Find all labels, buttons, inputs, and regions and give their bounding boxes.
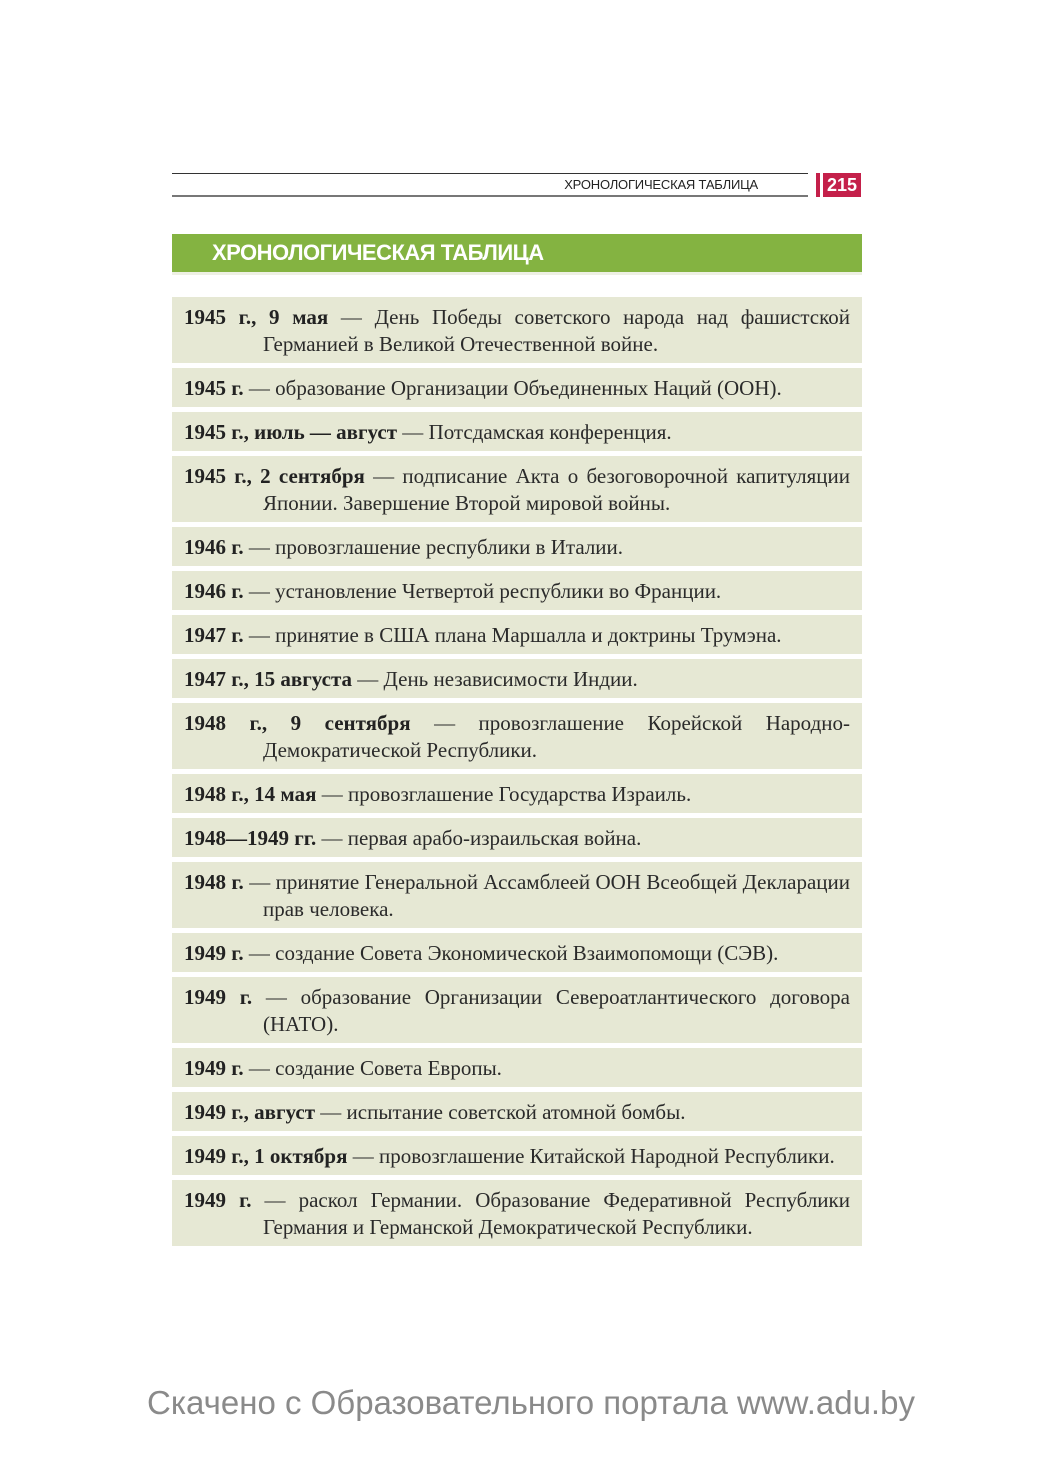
entry-date: 1948 г. bbox=[184, 870, 244, 894]
entry-date: 1946 г. bbox=[184, 535, 244, 559]
page-number: 215 bbox=[823, 173, 862, 197]
entry-date: 1948 г., 14 мая bbox=[184, 782, 317, 806]
entry-paragraph: 1949 г. — создание Совета Экономической … bbox=[184, 940, 850, 967]
chronology-entry: 1949 г. — образование Организации Северо… bbox=[172, 977, 862, 1043]
entry-paragraph: 1949 г. — раскол Германии. Образование Ф… bbox=[184, 1187, 850, 1241]
entry-text: — испытание советской атомной бомбы. bbox=[315, 1100, 686, 1124]
entry-date: 1949 г., август bbox=[184, 1100, 316, 1124]
entry-date: 1949 г. bbox=[184, 985, 253, 1009]
section-title: ХРОНОЛОГИЧЕСКАЯ ТАБЛИЦА bbox=[212, 240, 544, 265]
entry-text: — День независимости Индии. bbox=[352, 667, 638, 691]
entry-text: — принятие в США плана Маршалла и доктри… bbox=[243, 623, 782, 647]
page-number-box: 215 bbox=[816, 173, 862, 197]
page-number-bar bbox=[816, 173, 820, 197]
chronology-entry: 1946 г. — установление Четвертой республ… bbox=[172, 571, 862, 610]
entry-paragraph: 1948 г. — принятие Генеральной Ассамблее… bbox=[184, 869, 850, 923]
entry-text: — принятие Генеральной Ассамблеей ООН Вс… bbox=[243, 870, 851, 921]
entry-paragraph: 1945 г., 2 сентября — подписание Акта о … bbox=[184, 463, 850, 517]
entry-text: — образование Организации Североатлантич… bbox=[252, 985, 850, 1036]
entry-paragraph: 1945 г. — образование Организации Объеди… bbox=[184, 375, 850, 402]
footer-watermark: Скачено с Образовательного портала www.a… bbox=[147, 1384, 915, 1421]
chronology-entry: 1946 г. — провозглашение республики в Ит… bbox=[172, 527, 862, 566]
entry-date: 1948 г., 9 сентября bbox=[184, 711, 411, 735]
entry-paragraph: 1946 г. — установление Четвертой республ… bbox=[184, 578, 850, 605]
entry-text: — провозглашение Китайской Народной Респ… bbox=[347, 1144, 835, 1168]
entry-paragraph: 1945 г., июль — август — Потсдамская кон… bbox=[184, 419, 850, 446]
entry-paragraph: 1948 г., 14 мая — провозглашение Государ… bbox=[184, 781, 850, 808]
header-rule-bottom bbox=[172, 195, 808, 197]
chronology-entry: 1947 г. — принятие в США плана Маршалла … bbox=[172, 615, 862, 654]
entry-text: — установление Четвертой республики во Ф… bbox=[243, 579, 722, 603]
chronology-entry: 1949 г. — создание Совета Экономической … bbox=[172, 933, 862, 972]
entry-date: 1945 г., 2 сентября bbox=[184, 464, 365, 488]
entry-paragraph: 1949 г. — создание Совета Европы. bbox=[184, 1055, 850, 1082]
entry-date: 1947 г. bbox=[184, 623, 244, 647]
entry-date: 1945 г. bbox=[184, 376, 244, 400]
chronology-entry: 1948 г., 14 мая — провозглашение Государ… bbox=[172, 774, 862, 813]
section-banner: ХРОНОЛОГИЧЕСКАЯ ТАБЛИЦА bbox=[172, 234, 862, 275]
chronology-entry: 1949 г. — раскол Германии. Образование Ф… bbox=[172, 1180, 862, 1246]
entry-text: — раскол Германии. Образование Федератив… bbox=[251, 1188, 850, 1239]
entry-text: — Потсдамская конференция. bbox=[397, 420, 672, 444]
entry-date: 1945 г., 9 мая bbox=[184, 305, 329, 329]
chronology-entry: 1948—1949 гг. — первая арабо-израильская… bbox=[172, 818, 862, 857]
entry-date: 1945 г., июль — август bbox=[184, 420, 398, 444]
entry-paragraph: 1945 г., 9 мая — День Победы советского … bbox=[184, 304, 850, 358]
chronology-entry: 1947 г., 15 августа — День независимости… bbox=[172, 659, 862, 698]
chronology-entry: 1948 г. — принятие Генеральной Ассамблее… bbox=[172, 862, 862, 928]
chronology-entry: 1949 г., август — испытание советской ат… bbox=[172, 1092, 862, 1131]
entry-paragraph: 1947 г., 15 августа — День независимости… bbox=[184, 666, 850, 693]
chronology-entry: 1945 г., 2 сентября — подписание Акта о … bbox=[172, 456, 862, 522]
entry-date: 1949 г. bbox=[184, 1188, 252, 1212]
chronology-entry: 1945 г., июль — август — Потсдамская кон… bbox=[172, 412, 862, 451]
chronology-entry: 1949 г., 1 октября — провозглашение Кита… bbox=[172, 1136, 862, 1175]
entry-text: — первая арабо-израильская война. bbox=[316, 826, 642, 850]
entry-date: 1948—1949 гг. bbox=[184, 826, 317, 850]
entry-paragraph: 1949 г. — образование Организации Северо… bbox=[184, 984, 850, 1038]
entry-date: 1949 г., 1 октября bbox=[184, 1144, 348, 1168]
entry-text: — День Победы советского народа над фаши… bbox=[263, 305, 850, 356]
chronology-entry: 1945 г., 9 мая — День Победы советского … bbox=[172, 297, 862, 363]
chronology-entry: 1945 г. — образование Организации Объеди… bbox=[172, 368, 862, 407]
entry-text: — провозглашение Корейской Народно-Демок… bbox=[263, 711, 850, 762]
entry-text: — провозглашение Государства Израиль. bbox=[316, 782, 692, 806]
entry-paragraph: 1949 г., 1 октября — провозглашение Кита… bbox=[184, 1143, 850, 1170]
entry-text: — подписание Акта о безоговорочной капит… bbox=[263, 464, 850, 515]
running-title: ХРОНОЛОГИЧЕСКАЯ ТАБЛИЦА bbox=[564, 177, 758, 192]
entry-date: 1949 г. bbox=[184, 1056, 244, 1080]
chronology-list: 1945 г., 9 мая — День Победы советского … bbox=[172, 297, 862, 1251]
entry-date: 1946 г. bbox=[184, 579, 244, 603]
chronology-entry: 1948 г., 9 сентября — провозглашение Кор… bbox=[172, 703, 862, 769]
chronology-entry: 1949 г. — создание Совета Европы. bbox=[172, 1048, 862, 1087]
entry-text: — образование Организации Объединенных Н… bbox=[243, 376, 782, 400]
entry-text: — создание Совета Европы. bbox=[243, 1056, 502, 1080]
entry-paragraph: 1946 г. — провозглашение республики в Ит… bbox=[184, 534, 850, 561]
entry-paragraph: 1949 г., август — испытание советской ат… bbox=[184, 1099, 850, 1126]
entry-paragraph: 1948 г., 9 сентября — провозглашение Кор… bbox=[184, 710, 850, 764]
header-rule-top bbox=[172, 173, 808, 174]
entry-text: — создание Совета Экономической Взаимопо… bbox=[243, 941, 779, 965]
entry-date: 1947 г., 15 августа bbox=[184, 667, 353, 691]
entry-date: 1949 г. bbox=[184, 941, 244, 965]
entry-paragraph: 1948—1949 гг. — первая арабо-израильская… bbox=[184, 825, 850, 852]
entry-text: — провозглашение республики в Италии. bbox=[243, 535, 624, 559]
entry-paragraph: 1947 г. — принятие в США плана Маршалла … bbox=[184, 622, 850, 649]
